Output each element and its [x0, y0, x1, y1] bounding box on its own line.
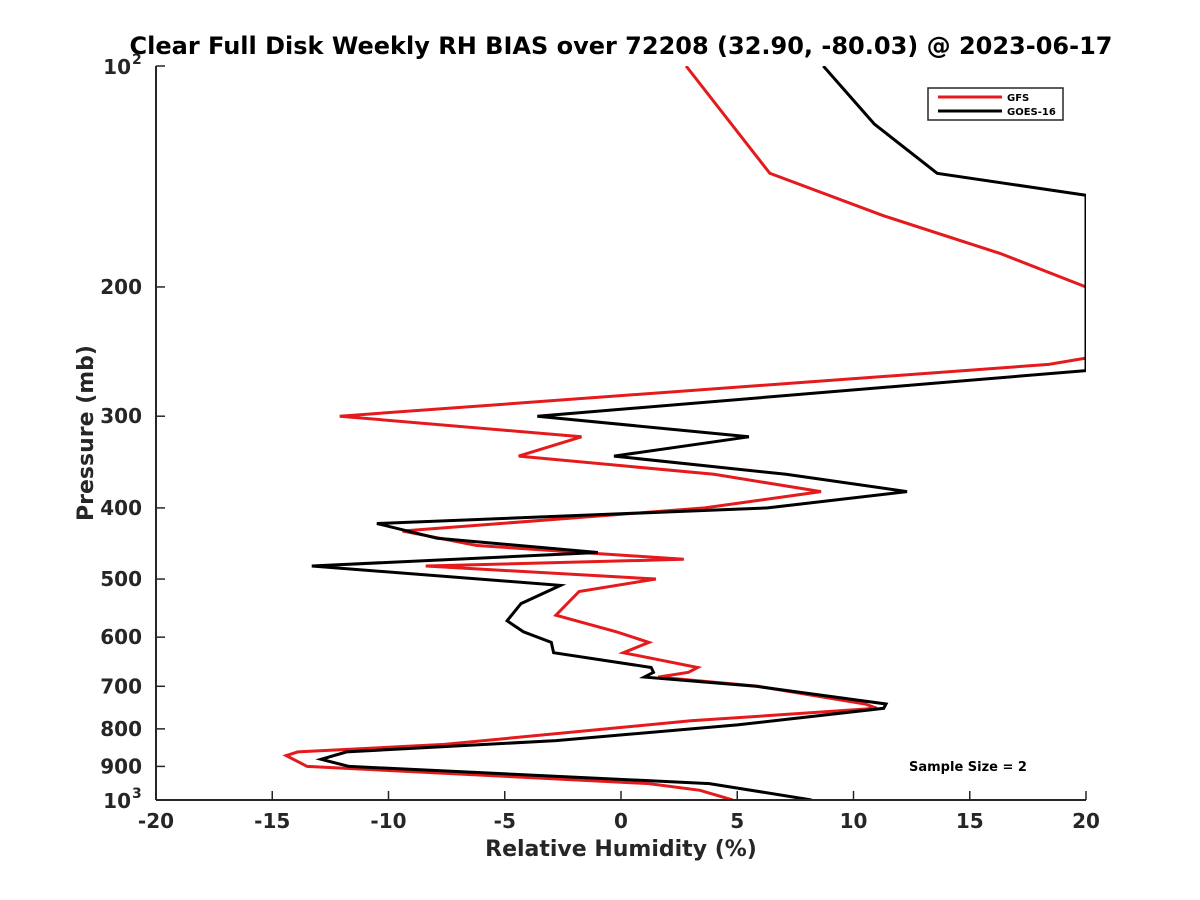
x-tick-label: -10 [370, 809, 406, 833]
legend: GFS GOES-16 [927, 87, 1064, 121]
y-tick-label: 10 [103, 55, 131, 79]
y-tick-label: 500 [100, 567, 142, 591]
x-tick-label: -15 [254, 809, 290, 833]
x-tick-label: 5 [730, 809, 744, 833]
x-tick-label: 0 [614, 809, 628, 833]
legend-box [927, 87, 1064, 121]
series-line-goes16 [311, 66, 1086, 800]
x-tick-label: -20 [138, 809, 174, 833]
y-axis-label: Pressure (mb) [74, 345, 99, 521]
x-tick-label: -5 [494, 809, 516, 833]
y-tick-label: 600 [100, 625, 142, 649]
legend-label-gfs: GFS [1007, 93, 1029, 104]
y-tick-label: 400 [100, 496, 142, 520]
y-tick-label: 300 [100, 404, 142, 428]
chart-title: Clear Full Disk Weekly RH BIAS over 7220… [130, 32, 1113, 60]
plot-area [282, 66, 1086, 800]
y-tick-exponent: 2 [132, 52, 142, 68]
series-layer [282, 66, 1086, 800]
x-axis-label: Relative Humidity (%) [485, 837, 757, 862]
x-tick-label: 15 [956, 809, 984, 833]
legend-label-goes16: GOES-16 [1007, 107, 1056, 118]
x-tick-label: 10 [840, 809, 868, 833]
y-tick-label: 800 [100, 717, 142, 741]
y-tick-label: 700 [100, 674, 142, 698]
y-tick-label: 10 [103, 789, 131, 813]
y-tick-exponent: 3 [132, 786, 142, 802]
series-line-gfs [282, 66, 1086, 800]
y-tick-label: 200 [100, 275, 142, 299]
x-tick-label: 20 [1072, 809, 1100, 833]
x-ticks: -20 -15 -10 -5 0 5 10 15 20 [138, 791, 1100, 833]
sample-size-annotation: Sample Size = 2 [909, 760, 1027, 775]
y-tick-label: 900 [100, 754, 142, 778]
